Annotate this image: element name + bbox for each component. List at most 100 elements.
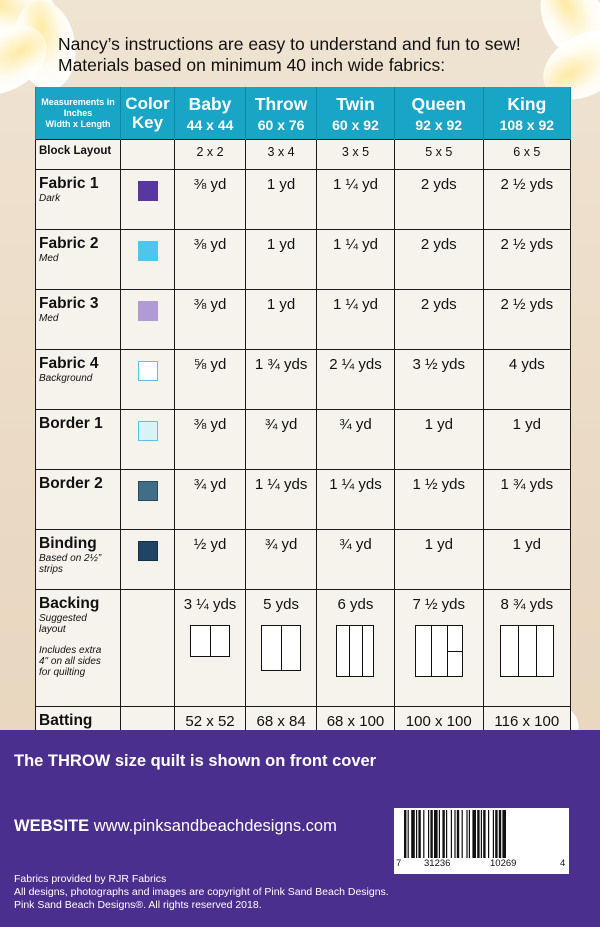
color-key-cell — [120, 349, 175, 410]
throw-note: The THROW size quilt is shown on front c… — [14, 752, 377, 770]
cell-twin: 6 yds — [316, 589, 395, 707]
cell-value: 1 yd — [266, 176, 296, 193]
barcode: 7 31236 10269 4 — [394, 808, 569, 874]
credit-line-1: Fabrics provided by RJR Fabrics — [14, 873, 167, 885]
cell-value: 1 yd — [266, 236, 296, 253]
cell-value: 2 ½ yds — [500, 176, 554, 193]
cell-value: ¾ yd — [264, 416, 298, 433]
cell-twin: ¾ yd — [316, 529, 395, 590]
row-sublabel: Suggested — [39, 613, 87, 624]
cell-value: 52 x 52 — [185, 713, 235, 730]
cell-queen: 5 x 5 — [393, 139, 484, 170]
color-key-cell — [120, 289, 175, 350]
cell-value: ⅜ yd — [193, 236, 227, 253]
color-swatch — [137, 181, 158, 201]
cell-value: ⅝ yd — [193, 356, 227, 373]
cell-value: 7 ½ yds — [412, 596, 465, 613]
cell-value: 2 ½ yds — [500, 296, 554, 313]
row-label-cell: Fabric 4 Background — [35, 349, 121, 410]
cell-throw: 1 ¼ yds — [245, 469, 318, 530]
color-key-cell — [120, 589, 175, 707]
cell-value: 6 x 5 — [513, 145, 541, 159]
website-url[interactable]: www.pinksandbeachdesigns.com — [93, 817, 337, 835]
cell-king: 2 ½ yds — [482, 229, 572, 290]
color-key-header-line-2: Key — [131, 113, 164, 132]
row-binding: Binding Based on 2½” strips ½ yd ¾ yd ¾ yd 1 y… — [35, 529, 572, 590]
color-key-cell — [120, 229, 175, 290]
color-key-cell — [120, 469, 175, 530]
cell-value: 3 ¼ yds — [183, 596, 237, 613]
cell-twin: ¾ yd — [316, 409, 395, 470]
cell-value: 2 ¼ yds — [329, 356, 382, 373]
cell-baby: ⅜ yd — [173, 229, 247, 290]
intro-line-2: Materials based on minimum 40 inch wide … — [58, 55, 446, 75]
cell-value: 1 ¾ yds — [500, 476, 554, 493]
cell-baby: 2 x 2 — [173, 139, 247, 170]
credit-line-2: All designs, photographs and images are … — [14, 886, 389, 898]
intro-line-1: Nancy’s instructions are easy to underst… — [58, 34, 521, 54]
cell-value: 1 ¼ yds — [254, 476, 308, 493]
cell-value: 4 yds — [508, 356, 545, 373]
cell-throw: 1 ¾ yds — [245, 349, 318, 410]
cell-queen: 1 ½ yds — [393, 469, 484, 530]
cell-value: 1 ¼ yd — [332, 296, 378, 313]
barcode-group-1: 31236 — [424, 858, 451, 869]
cell-value: 1 yd — [266, 296, 296, 313]
cell-twin: 1 ¼ yds — [316, 469, 395, 530]
cell-throw: 1 yd — [245, 229, 318, 290]
size-header-twin: Twin 60 x 92 — [316, 87, 395, 140]
row-label: Batting — [39, 712, 93, 729]
backing-layout-diagram — [499, 625, 554, 677]
cell-value: 6 yds — [337, 596, 374, 613]
color-key-header-line-1: Color — [125, 94, 170, 113]
cell-value: 1 yd — [512, 416, 541, 433]
table-header-row: Measurements in Inches Width x Length Co… — [35, 87, 572, 140]
row-fabric-2: Fabric 2 Med ⅜ yd 1 yd 1 ¼ yd 2 yds 2 ½ yds — [35, 229, 572, 290]
backing-layout-diagram — [261, 625, 302, 671]
color-key-cell — [120, 529, 175, 590]
cell-value: 5 x 5 — [425, 145, 453, 159]
color-swatch — [137, 361, 158, 381]
row-label-cell: Block Layout — [35, 139, 121, 170]
cell-value: 2 yds — [420, 176, 457, 193]
row-label-cell: Fabric 2 Med — [35, 229, 121, 290]
row-label: Border 1 — [39, 415, 103, 432]
row-backing: Backing Suggested layout Includes extra 4" o… — [35, 589, 572, 707]
row-label: Fabric 3 — [39, 295, 99, 312]
row-fabric-3: Fabric 3 Med ⅜ yd 1 yd 1 ¼ yd 2 yds 2 ½ yds — [35, 289, 572, 350]
row-fabric-4: Fabric 4 Background ⅝ yd 1 ¾ yds 2 ¼ yds 3 ½ … — [35, 349, 572, 410]
cell-queen: 2 yds — [393, 289, 484, 350]
cell-throw: 1 yd — [245, 169, 318, 230]
measurements-header-line-1: Measurements in Inches — [41, 96, 115, 118]
color-swatch — [137, 301, 158, 321]
cell-value: ¾ yd — [339, 416, 372, 433]
cell-value: ¾ yd — [193, 476, 227, 493]
barcode-bars — [404, 810, 506, 858]
cell-value: ½ yd — [193, 536, 227, 553]
cell-value: ⅜ yd — [193, 176, 227, 193]
website-label: WEBSITE — [14, 817, 90, 835]
cell-throw: 3 x 4 — [245, 139, 318, 170]
cell-baby: ¾ yd — [173, 469, 247, 530]
cell-king: 4 yds — [482, 349, 572, 410]
cell-twin: 1 ¼ yd — [316, 169, 395, 230]
row-sublabel: Based on 2½” — [39, 553, 102, 564]
cell-king: 6 x 5 — [482, 139, 572, 170]
cell-king: 8 ¾ yds — [482, 589, 572, 707]
cell-baby: ⅜ yd — [173, 289, 247, 350]
cell-queen: 1 yd — [393, 409, 484, 470]
row-label: Block Layout — [39, 145, 112, 157]
cell-value: 1 ¾ yds — [254, 356, 308, 373]
cell-value: 8 ¾ yds — [500, 596, 554, 613]
cell-throw: ¾ yd — [245, 529, 318, 590]
row-label-cell: Backing Suggested layout Includes extra 4" o… — [35, 589, 121, 707]
color-swatch — [137, 421, 158, 441]
cell-twin: 3 x 5 — [316, 139, 395, 170]
row-fabric-1: Fabric 1 Dark ⅜ yd 1 yd 1 ¼ yd 2 yds 2 ½ yds — [35, 169, 572, 230]
row-label: Fabric 2 — [39, 235, 99, 252]
cell-value: 3 ½ yds — [412, 356, 465, 373]
row-sublabel: Includes extra — [39, 645, 102, 656]
cell-king: 2 ½ yds — [482, 289, 572, 350]
row-block-layout: Block Layout 2 x 2 3 x 4 3 x 5 5 x 5 6 x 5 — [35, 139, 572, 170]
cell-value: 1 ¼ yd — [332, 236, 378, 253]
